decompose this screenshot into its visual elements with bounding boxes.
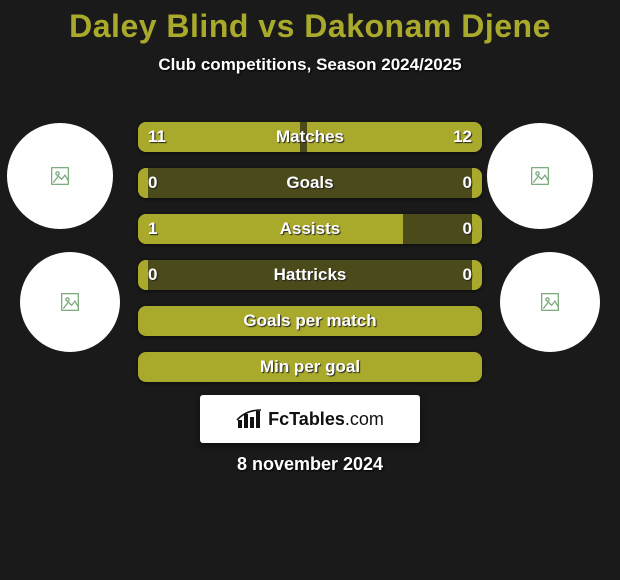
- logo-text: FcTables.com: [268, 409, 384, 430]
- page-subtitle: Club competitions, Season 2024/2025: [0, 55, 620, 75]
- player1-avatar: [7, 123, 113, 229]
- stat-bar-right-value: 0: [463, 214, 472, 244]
- stat-bar-label: Matches: [138, 122, 482, 152]
- player2-avatar: [487, 123, 593, 229]
- stat-bar-row: Goals0 0: [138, 168, 482, 198]
- image-placeholder-icon: [60, 292, 80, 312]
- page-title: Daley Blind vs Dakonam Djene: [0, 0, 620, 45]
- image-placeholder-icon: [540, 292, 560, 312]
- image-placeholder-icon: [530, 166, 550, 186]
- stat-bar-row: Matches11 12: [138, 122, 482, 152]
- chart-icon: [236, 408, 262, 430]
- stat-bar-left-value: 11: [148, 122, 166, 152]
- stat-bar-row: Assists1 0: [138, 214, 482, 244]
- stat-bar-row: Goals per match: [138, 306, 482, 336]
- stat-bar-label: Goals per match: [138, 306, 482, 336]
- player2-club-avatar: [500, 252, 600, 352]
- stat-bar-label: Min per goal: [138, 352, 482, 382]
- stat-bars: Matches1112Goals00Assists10Hattricks00Go…: [138, 122, 482, 398]
- player1-club-avatar: [20, 252, 120, 352]
- stat-bar-right-value: 0: [463, 168, 472, 198]
- stat-bar-left-value: 1: [148, 214, 157, 244]
- date-label: 8 november 2024: [0, 454, 620, 475]
- stat-bar-left-value: 0: [148, 168, 157, 198]
- fctables-logo: FcTables.com: [200, 395, 420, 443]
- stat-bar-label: Assists: [138, 214, 482, 244]
- stat-bar-right-value: 12: [453, 122, 472, 152]
- stat-bar-left-value: 0: [148, 260, 157, 290]
- stat-bar-label: Goals: [138, 168, 482, 198]
- stat-bar-row: Min per goal: [138, 352, 482, 382]
- stat-bar-right-value: 0: [463, 260, 472, 290]
- stat-bar-label: Hattricks: [138, 260, 482, 290]
- image-placeholder-icon: [50, 166, 70, 186]
- stat-bar-row: Hattricks0 0: [138, 260, 482, 290]
